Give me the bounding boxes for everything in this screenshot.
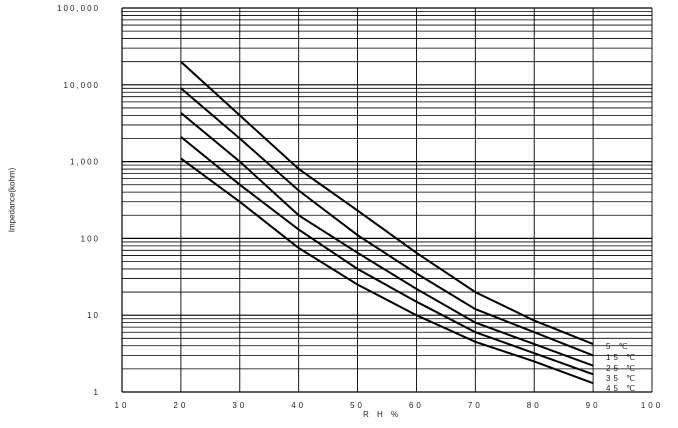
- series-line-5: [180, 157, 594, 385]
- series-line-3: [180, 112, 594, 367]
- legend-entry-1: 5 ℃: [606, 342, 631, 351]
- x-tick-label: 50: [350, 401, 365, 410]
- y-tick-label: 100,000: [57, 4, 100, 13]
- grid: [121, 7, 653, 393]
- y-tick-label: 1,000: [70, 158, 100, 167]
- y-tick-label: 10,000: [64, 81, 100, 90]
- legend-entry-5: 45 ℃: [606, 384, 638, 393]
- y-axis-label: Impedance(kohm): [7, 167, 17, 233]
- x-axis-label: R H %: [362, 410, 402, 419]
- series-line-4: [180, 136, 594, 376]
- x-tick-label: 70: [468, 401, 483, 410]
- y-tick-label: 1: [94, 388, 100, 397]
- legend-entry-2: 15 ℃: [606, 353, 638, 362]
- x-tick-label: 30: [232, 401, 247, 410]
- x-tick-label: 80: [527, 401, 542, 410]
- x-tick-label: 10: [115, 401, 130, 410]
- x-tick-label: 90: [586, 401, 601, 410]
- x-tick-label: 100: [641, 401, 663, 410]
- y-tick-label: 100: [81, 234, 100, 243]
- legend-entry-3: 25 ℃: [606, 364, 638, 373]
- x-tick-label: 40: [291, 401, 306, 410]
- x-tick-label: 60: [409, 401, 424, 410]
- series-line-1: [180, 60, 594, 346]
- series-line-2: [180, 87, 594, 357]
- tick-labels: 10 20 30 40 50 60 70 80 90 100 100,000 10,000 1,000 1…: [57, 4, 663, 410]
- x-tick-label: 20: [173, 401, 188, 410]
- y-tick-label: 10: [87, 311, 100, 320]
- legend-entry-4: 35 ℃: [606, 374, 638, 383]
- series-lines: [180, 60, 594, 385]
- legend: 5 ℃ 15 ℃ 25 ℃35 ℃45 ℃: [606, 342, 638, 393]
